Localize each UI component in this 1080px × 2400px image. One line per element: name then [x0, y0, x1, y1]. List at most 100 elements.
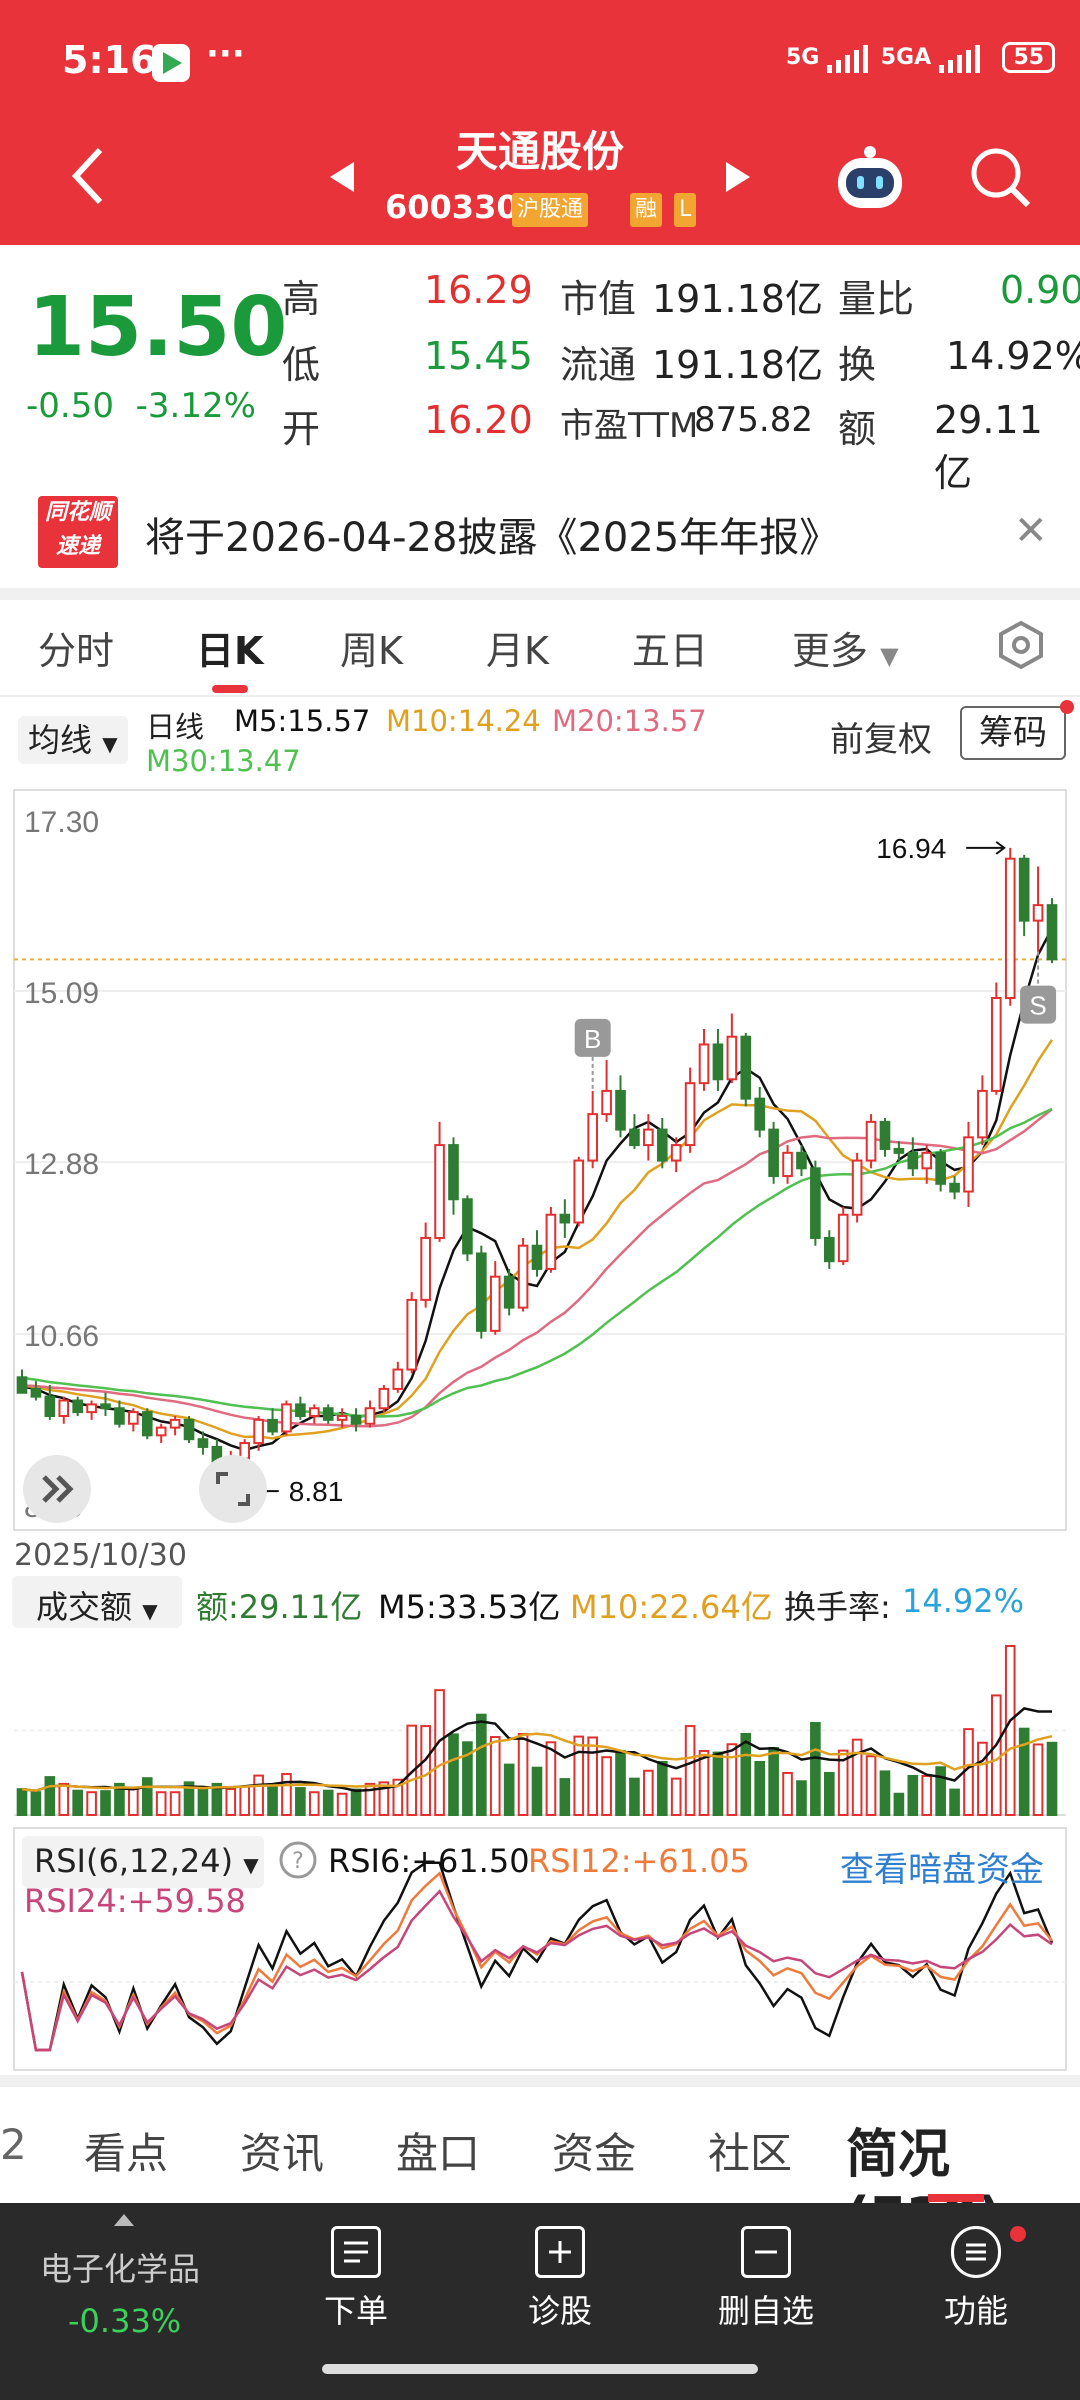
tab-community[interactable]: 社区 [708, 2129, 793, 2178]
nav-order[interactable]: 下单 [296, 2226, 416, 2332]
volume-bar [977, 1741, 988, 1816]
volume-bar [406, 1724, 418, 1816]
prev-stock-icon[interactable] [328, 160, 356, 198]
volume-bar [225, 1788, 237, 1816]
settings-hexagon-icon[interactable] [996, 620, 1046, 674]
candle-body [392, 1368, 404, 1390]
tab-intraday[interactable]: 分时 [38, 629, 115, 673]
robot-assistant-icon[interactable] [832, 138, 908, 218]
candle-body [601, 1089, 612, 1116]
volume-select-label: 成交额 ▼ [36, 1582, 158, 1628]
tab-highlights[interactable]: 看点 [84, 2129, 169, 2178]
candle-body [698, 1043, 710, 1085]
candle-body [16, 1376, 28, 1394]
volume-bar [712, 1751, 724, 1816]
tab-capital[interactable]: 资金 [552, 2129, 637, 2178]
volume-bar [197, 1788, 209, 1817]
adjust-mode[interactable]: 前复权 [830, 720, 932, 760]
rsi-frame [13, 1827, 1067, 2071]
candle-body [155, 1426, 167, 1437]
volume-bar [86, 1791, 97, 1817]
period-label: 日线 [146, 710, 205, 744]
candle-body [907, 1151, 919, 1170]
help-icon[interactable]: ? [278, 1840, 318, 1884]
tab-news[interactable]: 资讯 [240, 2129, 325, 2178]
divider [0, 695, 1080, 697]
buy-marker-box [574, 1018, 611, 1057]
volume-bar [629, 1777, 640, 1816]
tab-weekly-k[interactable]: 周K [340, 629, 403, 673]
notice-logo: 同花顺 速递 [38, 496, 118, 568]
volume-bar [44, 1776, 56, 1816]
nav-remove-watchlist[interactable]: 删自选 [696, 2226, 836, 2332]
tab-order-book[interactable]: 盘口 [396, 2129, 481, 2178]
sector-change: -0.33% [68, 2302, 182, 2340]
candle-body [1004, 857, 1016, 1000]
candle-body [559, 1213, 571, 1224]
candle-body [378, 1387, 390, 1410]
candle-body [308, 1407, 320, 1417]
caret-up-icon [112, 2212, 136, 2232]
nav-functions-label: 功能 [943, 2292, 1008, 2330]
tab-partial[interactable]: 2 [0, 2120, 27, 2169]
chip-distribution-button[interactable]: 筹码 [960, 706, 1066, 760]
notification-dot [1010, 2226, 1026, 2242]
candle-body [768, 1128, 779, 1178]
volume-bar [239, 1785, 251, 1816]
dark-pool-link[interactable]: 查看暗盘资金 [840, 1850, 1044, 1890]
stock-code: 600330 [385, 188, 519, 226]
chevron-down-icon: ▼ [102, 732, 118, 756]
candle-body [656, 1128, 668, 1162]
ma10-value: M10:14.24 [386, 704, 541, 738]
candle-body [197, 1438, 209, 1448]
candle-body [434, 1144, 445, 1239]
indicator-select-label: 均线 [28, 721, 93, 759]
nav-diagnose[interactable]: 诊股 [500, 2226, 620, 2332]
expand-chart-icon[interactable] [20, 1452, 94, 1530]
value-open: 16.20 [424, 398, 533, 442]
volume-bar [740, 1732, 752, 1816]
rsi-indicator-select[interactable] [22, 1836, 264, 1888]
volume-m10: M10:22.64亿 [570, 1588, 773, 1626]
candle-body [573, 1159, 585, 1224]
candle-body [128, 1411, 139, 1425]
signal-icon [827, 45, 869, 73]
volume-bar [253, 1774, 264, 1817]
divider [0, 2075, 1080, 2087]
nav-functions[interactable]: 功能 [916, 2226, 1036, 2332]
rsi24-value: RSI24:+59.58 [24, 1882, 246, 1920]
volume-bar [935, 1766, 946, 1816]
tab-daily-k[interactable]: 日K [196, 629, 264, 673]
back-icon[interactable] [68, 146, 108, 210]
status-indicators: 5G 5GA 55 [786, 42, 1056, 73]
volume-bar [462, 1741, 473, 1816]
sector-name[interactable]: 电子化学品 [40, 2250, 201, 2288]
divider [0, 588, 1080, 600]
tab-active-indicator [212, 685, 248, 693]
search-icon[interactable] [968, 145, 1032, 213]
candle-body [1018, 857, 1030, 922]
home-indicator[interactable] [322, 2364, 758, 2374]
volume-bar [476, 1713, 487, 1816]
fullscreen-icon[interactable] [196, 1452, 270, 1530]
indicator-select[interactable]: 均线 ▼ [18, 716, 128, 764]
value-low: 15.45 [424, 334, 533, 378]
volume-bar [392, 1778, 404, 1817]
notice-text[interactable]: 将于2026-04-28披露《2025年年报》 [145, 515, 840, 561]
notice-logo-line1: 同花顺 [44, 500, 111, 525]
tab-more[interactable]: 更多 ▼ [792, 620, 899, 675]
volume-bar [837, 1749, 849, 1816]
candle-body [991, 997, 1002, 1092]
volume-bar [155, 1791, 167, 1817]
candle-body [86, 1403, 97, 1414]
next-stock-icon[interactable] [724, 160, 752, 198]
tab-monthly-k[interactable]: 月K [486, 629, 549, 673]
tab-active-indicator [928, 2194, 984, 2202]
volume-indicator-select[interactable] [12, 1576, 182, 1628]
close-icon[interactable]: ✕ [1014, 508, 1048, 554]
tab-five-day[interactable]: 五日 [632, 629, 709, 673]
chevron-down-icon: ▼ [142, 1599, 158, 1623]
candle-body [740, 1035, 752, 1100]
y-tick-label: 17.30 [24, 806, 99, 839]
